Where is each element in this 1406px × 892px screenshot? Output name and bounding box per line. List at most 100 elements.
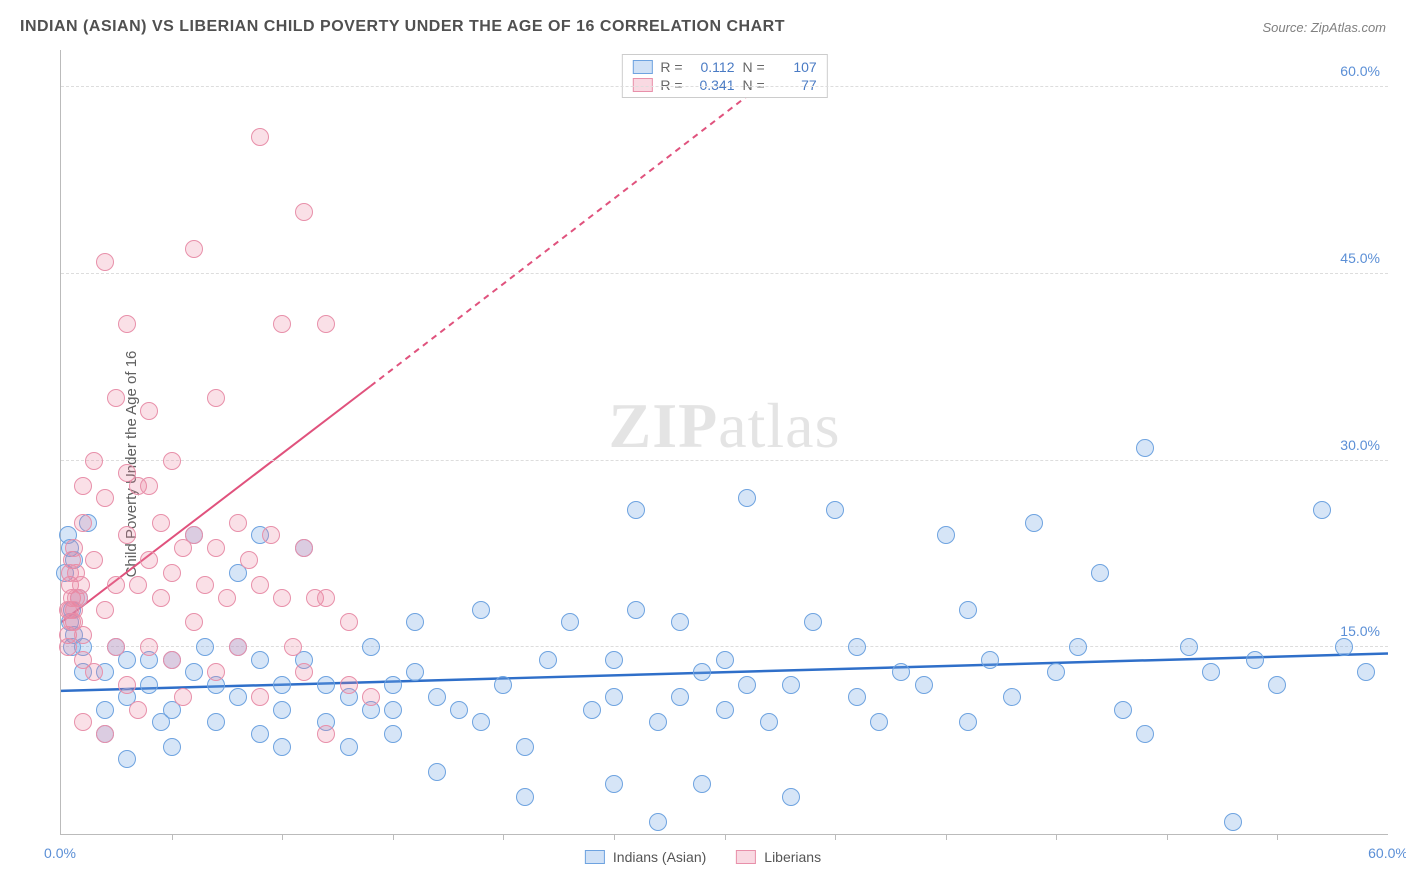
data-point [384,701,402,719]
data-point [262,526,280,544]
data-point [826,501,844,519]
data-point [140,676,158,694]
data-point [163,738,181,756]
data-point [118,315,136,333]
data-point [129,701,147,719]
data-point [716,701,734,719]
data-point [174,688,192,706]
data-point [317,725,335,743]
data-point [915,676,933,694]
data-point [140,477,158,495]
data-point [340,676,358,694]
data-point [760,713,778,731]
data-point [118,526,136,544]
data-point [74,626,92,644]
data-point [937,526,955,544]
data-point [1335,638,1353,656]
data-point [185,526,203,544]
data-point [693,663,711,681]
data-point [1202,663,1220,681]
data-point [273,738,291,756]
data-point [251,651,269,669]
r-label: R = [660,77,682,93]
data-point [163,564,181,582]
data-point [1224,813,1242,831]
data-point [317,676,335,694]
data-point [494,676,512,694]
data-point [539,651,557,669]
x-tick-mark [393,834,394,840]
data-point [1114,701,1132,719]
y-tick-label: 15.0% [1340,623,1380,639]
n-value-liberians: 77 [773,77,817,93]
data-point [649,713,667,731]
r-value-liberians: 0.341 [691,77,735,93]
data-point [196,576,214,594]
data-point [340,738,358,756]
data-point [804,613,822,631]
data-point [65,601,83,619]
data-point [273,676,291,694]
data-point [782,788,800,806]
x-tick-mark [835,834,836,840]
data-point [671,688,689,706]
n-label: N = [743,59,765,75]
legend-label-indians: Indians (Asian) [613,849,706,865]
data-point [472,713,490,731]
r-value-indians: 0.112 [691,59,735,75]
data-point [782,676,800,694]
y-tick-label: 60.0% [1340,63,1380,79]
data-point [738,489,756,507]
data-point [384,676,402,694]
data-point [627,601,645,619]
x-tick-label: 60.0% [1368,845,1406,861]
data-point [605,688,623,706]
data-point [140,402,158,420]
gridline-h [61,460,1388,461]
x-tick-mark [503,834,504,840]
data-point [561,613,579,631]
data-point [85,663,103,681]
data-point [96,725,114,743]
data-point [848,688,866,706]
data-point [107,638,125,656]
data-point [229,514,247,532]
data-point [251,688,269,706]
data-point [96,253,114,271]
data-point [96,489,114,507]
data-point [273,701,291,719]
x-tick-mark [282,834,283,840]
legend-label-liberians: Liberians [764,849,821,865]
data-point [892,663,910,681]
data-point [693,775,711,793]
x-tick-mark [1167,834,1168,840]
data-point [738,676,756,694]
legend-item-liberians: Liberians [736,849,821,865]
stats-row-indians: R = 0.112 N = 107 [632,59,816,75]
data-point [140,551,158,569]
swatch-pink-icon [736,850,756,864]
data-point [65,539,83,557]
data-point [118,676,136,694]
data-point [61,564,79,582]
data-point [284,638,302,656]
data-point [384,725,402,743]
swatch-pink-icon [632,78,652,92]
data-point [85,551,103,569]
data-point [1025,514,1043,532]
data-point [1313,501,1331,519]
data-point [118,750,136,768]
data-point [406,663,424,681]
data-point [185,240,203,258]
data-point [107,576,125,594]
swatch-blue-icon [632,60,652,74]
data-point [605,651,623,669]
chart-container: Child Poverty Under the Age of 16 ZIPatl… [18,50,1388,877]
data-point [671,613,689,631]
data-point [362,638,380,656]
data-point [74,514,92,532]
data-point [229,688,247,706]
stats-row-liberians: R = 0.341 N = 77 [632,77,816,93]
data-point [218,589,236,607]
data-point [295,203,313,221]
